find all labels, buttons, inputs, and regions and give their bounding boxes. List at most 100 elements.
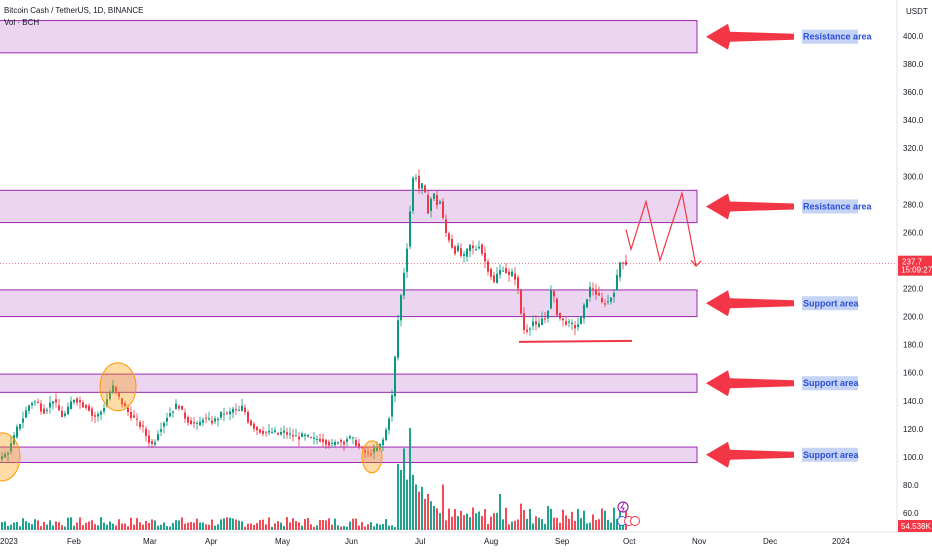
zone-rect bbox=[0, 189, 698, 224]
candle-body bbox=[424, 185, 426, 193]
volume-bar bbox=[67, 517, 69, 530]
candle-body bbox=[301, 433, 303, 437]
volume-bar bbox=[577, 509, 579, 530]
candle-body bbox=[571, 322, 573, 325]
volume-bar bbox=[55, 521, 57, 530]
candle-body bbox=[286, 432, 288, 435]
candle-body bbox=[97, 413, 99, 417]
candle-body bbox=[541, 318, 543, 326]
time-axis[interactable]: 2023 Feb Mar Apr May Jun Jul Aug Sep Oct Nov Dec 202… bbox=[0, 537, 850, 546]
volume-bar bbox=[100, 517, 102, 530]
candle-body bbox=[550, 289, 552, 309]
zone-label: Support area bbox=[803, 378, 860, 388]
volume-bar bbox=[346, 526, 348, 530]
symbol-legend[interactable]: Bitcoin Cash / TetherUS, 1D, BINANCE bbox=[4, 6, 144, 15]
candle-body bbox=[298, 436, 300, 440]
y-tick-label: 340.0 bbox=[903, 116, 924, 125]
candle-body bbox=[490, 268, 492, 277]
volume-bar bbox=[394, 526, 396, 530]
volume-bar bbox=[310, 524, 312, 530]
candle-body bbox=[199, 421, 201, 426]
volume-bar bbox=[610, 522, 612, 530]
x-tick-label: Mar bbox=[143, 537, 157, 546]
volume-bar bbox=[112, 523, 114, 530]
candle-body bbox=[328, 441, 330, 446]
volume-bar bbox=[118, 519, 120, 530]
candle-body bbox=[40, 403, 42, 412]
volume-bar bbox=[274, 523, 276, 530]
zones-layer: Resistance area Resistance area Support ar… bbox=[0, 20, 873, 468]
candle-body bbox=[175, 403, 177, 410]
candle-body bbox=[346, 439, 348, 442]
volume-bar bbox=[28, 522, 30, 530]
volume-bar bbox=[40, 526, 42, 530]
volume-bar bbox=[49, 520, 51, 530]
volume-bar bbox=[604, 510, 606, 530]
volume-bar bbox=[487, 524, 489, 530]
y-tick-label: 380.0 bbox=[903, 60, 924, 69]
candle-body bbox=[322, 439, 324, 443]
volume-bar bbox=[277, 521, 279, 530]
candle-body bbox=[163, 422, 165, 427]
y-tick-label: 260.0 bbox=[903, 228, 924, 237]
volume-bar bbox=[388, 525, 390, 530]
volume-bar bbox=[403, 448, 405, 530]
candle-body bbox=[205, 417, 207, 419]
candle-body bbox=[25, 410, 27, 418]
candle-body bbox=[568, 321, 570, 323]
volume-legend[interactable]: Vol · BCH bbox=[4, 18, 40, 27]
candle-body bbox=[118, 392, 120, 397]
candle-body bbox=[166, 417, 168, 422]
y-tick-label: 80.0 bbox=[903, 481, 919, 490]
volume-bar bbox=[52, 525, 54, 530]
price-axis[interactable]: 400.0 380.0 360.0 340.0 320.0 300.0 280.0 260.0… bbox=[898, 7, 932, 532]
volume-bar bbox=[4, 521, 6, 530]
volume-bar bbox=[220, 519, 222, 530]
candle-body bbox=[274, 430, 276, 432]
highlight-circle bbox=[99, 362, 137, 412]
grid bbox=[0, 0, 932, 533]
candle-body bbox=[151, 441, 153, 445]
volume-bar bbox=[415, 484, 417, 530]
volume-bar bbox=[289, 522, 291, 530]
zone-rect bbox=[0, 446, 698, 463]
volume-bar bbox=[43, 522, 45, 530]
volume-bar bbox=[481, 515, 483, 530]
candle-body bbox=[238, 409, 240, 411]
volume-bar bbox=[298, 522, 300, 530]
highlight-circle bbox=[0, 432, 21, 482]
projection-path bbox=[625, 190, 697, 267]
candle-body bbox=[577, 324, 579, 327]
candle-body bbox=[343, 441, 345, 445]
candle-body bbox=[436, 195, 438, 206]
volume-bar bbox=[583, 510, 585, 530]
candle-body bbox=[109, 392, 111, 400]
zone-rect bbox=[0, 20, 698, 54]
candle-body bbox=[505, 267, 507, 274]
volume-bar bbox=[424, 498, 426, 530]
volume-bar bbox=[337, 525, 339, 530]
candle-body bbox=[448, 233, 450, 241]
volume-bar bbox=[328, 518, 330, 530]
candle-body bbox=[397, 320, 399, 358]
left-arrow-icon bbox=[706, 193, 794, 220]
volume-bar bbox=[256, 523, 258, 530]
volume-bar bbox=[595, 520, 597, 530]
volume-bar bbox=[301, 525, 303, 530]
candle-body bbox=[280, 431, 282, 435]
y-tick-label: 140.0 bbox=[903, 397, 924, 406]
zone-label-bg bbox=[802, 447, 858, 462]
x-tick-label: 2023 bbox=[0, 537, 18, 546]
candle-body bbox=[295, 435, 297, 437]
volume-bar bbox=[421, 486, 423, 530]
candle-body bbox=[334, 441, 336, 446]
candle-body bbox=[532, 321, 534, 326]
candle-body bbox=[103, 408, 105, 412]
y-tick-label: 120.0 bbox=[903, 425, 924, 434]
volume-bar bbox=[466, 513, 468, 530]
volume-bar bbox=[322, 520, 324, 530]
volume-bar bbox=[565, 515, 567, 530]
volume-bar bbox=[499, 494, 501, 530]
